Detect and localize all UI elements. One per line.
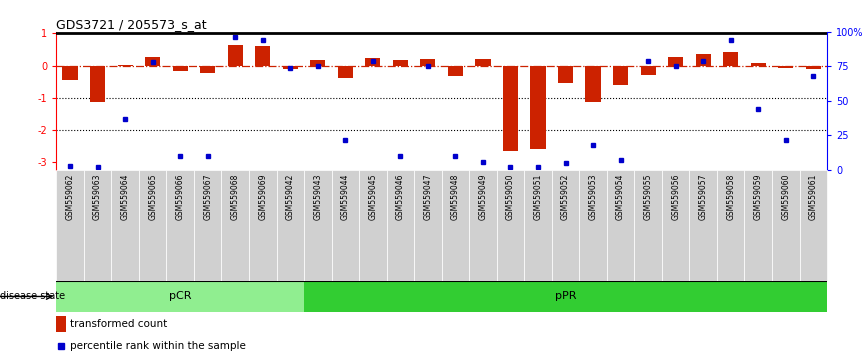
Bar: [249, 170, 276, 281]
Bar: [689, 170, 717, 281]
Bar: [56, 170, 84, 281]
Bar: [222, 170, 249, 281]
Text: transformed count: transformed count: [70, 319, 167, 330]
Bar: [56, 316, 66, 332]
Bar: [805, 65, 821, 69]
Text: GSM559053: GSM559053: [589, 173, 598, 220]
Bar: [139, 170, 166, 281]
Bar: [641, 65, 656, 75]
Bar: [662, 170, 689, 281]
Text: GSM559067: GSM559067: [204, 173, 212, 220]
Text: pPR: pPR: [555, 291, 576, 302]
Bar: [56, 281, 304, 312]
Bar: [90, 65, 105, 103]
Bar: [194, 170, 222, 281]
Text: GSM559042: GSM559042: [286, 173, 294, 219]
Bar: [634, 170, 662, 281]
Bar: [751, 63, 766, 65]
Text: GSM559065: GSM559065: [148, 173, 157, 220]
Text: GSM559054: GSM559054: [616, 173, 625, 220]
Bar: [442, 170, 469, 281]
Text: GSM559069: GSM559069: [258, 173, 268, 220]
Text: GSM559047: GSM559047: [423, 173, 432, 220]
Bar: [723, 52, 738, 65]
Bar: [414, 170, 442, 281]
Bar: [145, 57, 160, 65]
Bar: [469, 170, 497, 281]
Bar: [166, 170, 194, 281]
Bar: [420, 58, 436, 65]
Bar: [359, 170, 386, 281]
Bar: [524, 170, 552, 281]
Bar: [779, 65, 793, 68]
Bar: [607, 170, 634, 281]
Bar: [282, 65, 298, 69]
Bar: [200, 65, 216, 73]
Bar: [579, 170, 607, 281]
Text: GSM559059: GSM559059: [753, 173, 763, 220]
Bar: [668, 57, 683, 65]
Text: GSM559057: GSM559057: [699, 173, 708, 220]
Text: GSM559060: GSM559060: [781, 173, 791, 220]
Text: GSM559044: GSM559044: [341, 173, 350, 220]
Bar: [717, 170, 745, 281]
Text: GSM559049: GSM559049: [478, 173, 488, 220]
Bar: [276, 170, 304, 281]
Bar: [799, 170, 827, 281]
Bar: [172, 65, 188, 72]
Bar: [62, 65, 78, 80]
Text: GSM559068: GSM559068: [230, 173, 240, 219]
Bar: [558, 65, 573, 83]
Text: pCR: pCR: [169, 291, 191, 302]
Bar: [310, 60, 326, 65]
Bar: [772, 170, 799, 281]
Bar: [552, 170, 579, 281]
Text: GSM559061: GSM559061: [809, 173, 818, 219]
Bar: [228, 45, 242, 65]
Text: disease state: disease state: [0, 291, 65, 302]
Text: GSM559046: GSM559046: [396, 173, 405, 220]
Text: GSM559063: GSM559063: [93, 173, 102, 220]
Text: GSM559050: GSM559050: [506, 173, 515, 220]
Bar: [497, 170, 524, 281]
Bar: [695, 54, 711, 65]
Text: GSM559055: GSM559055: [643, 173, 653, 220]
Text: GSM559045: GSM559045: [368, 173, 378, 220]
Bar: [503, 65, 518, 151]
Text: GSM559058: GSM559058: [727, 173, 735, 219]
Bar: [304, 281, 827, 312]
Text: GDS3721 / 205573_s_at: GDS3721 / 205573_s_at: [56, 18, 207, 31]
Bar: [332, 170, 359, 281]
Text: percentile rank within the sample: percentile rank within the sample: [70, 341, 246, 351]
Text: GSM559064: GSM559064: [120, 173, 130, 220]
Bar: [365, 58, 380, 65]
Bar: [448, 65, 463, 76]
Text: GSM559051: GSM559051: [533, 173, 542, 219]
Bar: [112, 170, 139, 281]
Text: GSM559052: GSM559052: [561, 173, 570, 219]
Text: GSM559048: GSM559048: [451, 173, 460, 219]
Bar: [531, 65, 546, 149]
Bar: [585, 65, 601, 102]
Bar: [745, 170, 772, 281]
Bar: [84, 170, 112, 281]
Text: GSM559056: GSM559056: [671, 173, 680, 220]
Text: GSM559062: GSM559062: [66, 173, 74, 219]
Bar: [393, 60, 408, 65]
Bar: [338, 65, 352, 78]
Bar: [386, 170, 414, 281]
Bar: [475, 58, 490, 65]
Text: GSM559043: GSM559043: [313, 173, 322, 220]
Bar: [304, 170, 332, 281]
Bar: [255, 46, 270, 65]
Bar: [613, 65, 628, 85]
Text: GSM559066: GSM559066: [176, 173, 184, 220]
